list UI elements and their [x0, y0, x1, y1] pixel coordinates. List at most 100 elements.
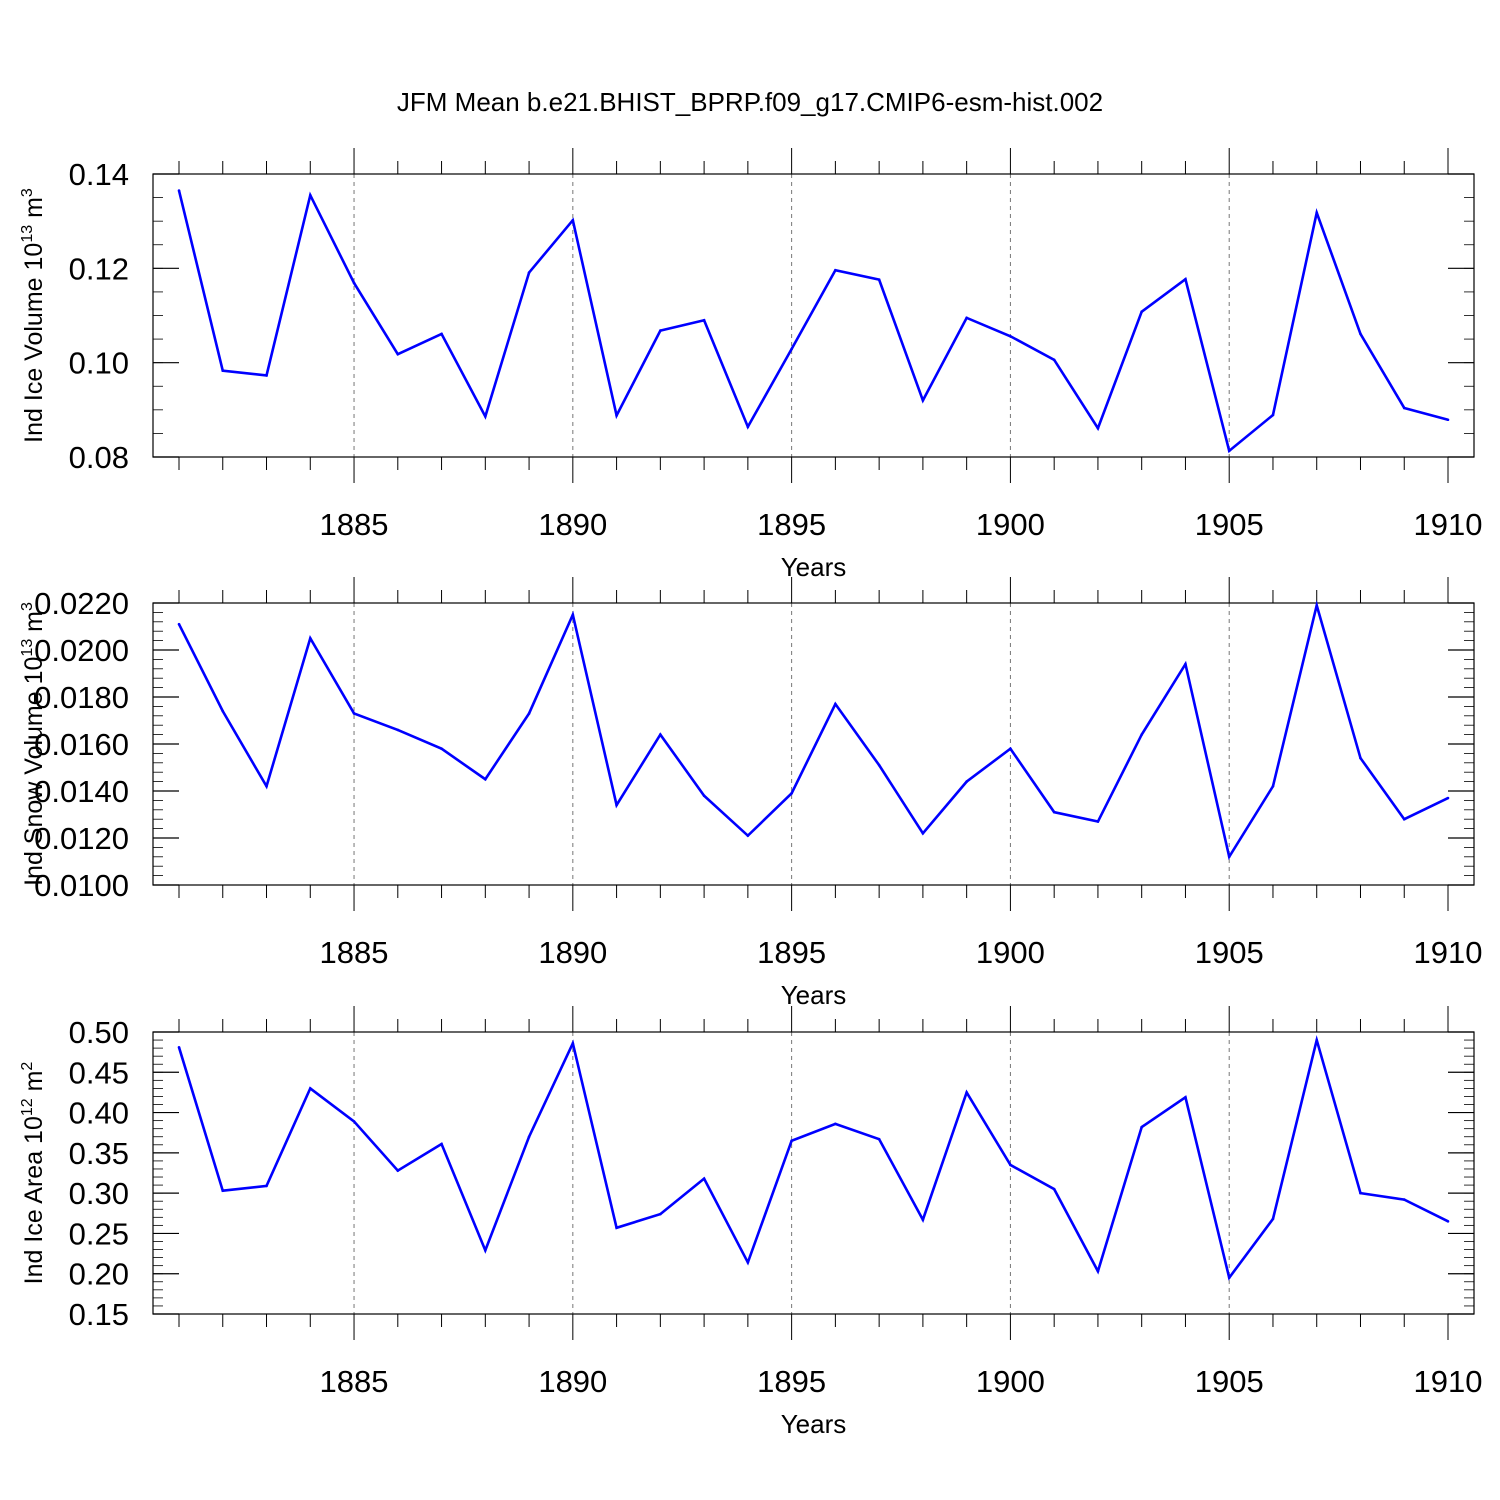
data-point [1271, 1217, 1275, 1221]
data-point [527, 271, 531, 274]
data-point [571, 218, 575, 222]
data-point [1227, 1276, 1231, 1280]
series-line [177, 1034, 1449, 1281]
data-point [440, 747, 443, 750]
data-point [1359, 756, 1362, 760]
x-tick-label: 1885 [320, 1364, 389, 1399]
y-axis-label-part: m [20, 611, 48, 639]
y-tick-label: 0.0200 [34, 633, 129, 668]
panel-3: 0.15 0.20 0.25 0.30 0.35 0.40 0.45 0.50 1885 1890… [19, 1006, 1482, 1439]
data-point [1009, 1163, 1012, 1167]
y-tick-label: 0.10 [69, 346, 129, 381]
y-tick-label: 0.15 [69, 1297, 129, 1332]
y-tick-label: 0.08 [69, 440, 129, 475]
data-point [1184, 662, 1187, 666]
x-tick-label: 1905 [1195, 1364, 1264, 1399]
y-axis-label-part: 13 [19, 225, 36, 243]
data-point [177, 622, 181, 626]
y-axis-label: Ind Ice Volume 1013 m3 [19, 188, 48, 443]
data-point [659, 733, 662, 736]
data-point [352, 281, 356, 285]
data-point [834, 268, 837, 272]
data-point [790, 347, 793, 351]
y-axis-label-part: 2 [19, 1062, 36, 1071]
plot-frame [152, 1031, 1475, 1315]
data-point [1402, 817, 1406, 821]
data-point [396, 352, 400, 356]
data-point [659, 1212, 662, 1216]
data-point [877, 1137, 881, 1141]
y-tick-label: 0.0100 [34, 868, 129, 903]
data-point [440, 1142, 443, 1146]
data-point [1140, 733, 1143, 736]
y-tick-label: 0.40 [69, 1096, 129, 1131]
x-axis-label: Years [781, 980, 847, 1010]
data-point [921, 1218, 925, 1222]
data-point [265, 374, 268, 377]
y-axis-label-part: 13 [19, 639, 36, 657]
y-axis-label-part: 3 [19, 188, 36, 197]
x-tick-label: 1905 [1195, 935, 1264, 970]
data-point [177, 189, 181, 192]
y-axis-label-part: Ind Ice Volume 10 [20, 243, 48, 443]
y-tick-label: 0.30 [69, 1176, 129, 1211]
data-point [834, 702, 837, 706]
data-point [308, 193, 312, 197]
data-point [308, 636, 312, 640]
data-point [615, 803, 618, 807]
data-point [221, 369, 225, 372]
data-point [834, 1122, 837, 1126]
plot-frame [152, 173, 1475, 458]
x-tick-label: 1885 [320, 935, 389, 970]
data-point [352, 712, 356, 715]
data-point [702, 318, 706, 322]
data-point [877, 278, 881, 281]
y-axis-label: Ind Ice Area 1012 m2 [19, 1062, 48, 1285]
y-axis-label-part: m [20, 197, 48, 225]
data-point [1359, 1191, 1362, 1195]
data-point [396, 728, 400, 732]
data-point [1315, 604, 1319, 607]
y-axis-label: Ind Snow Volume 1013 m3 [19, 602, 48, 886]
panel-1: 0.08 0.10 0.12 0.14 1885 1890 1895 1900 1905 1910… [19, 148, 1482, 582]
data-point [1052, 1187, 1056, 1191]
x-tick-label: 1890 [538, 935, 607, 970]
data-point [221, 1189, 225, 1193]
data-point [1359, 332, 1362, 336]
y-tick-label: 0.20 [69, 1257, 129, 1292]
x-tick-label: 1900 [976, 1364, 1045, 1399]
y-tick-label: 0.0140 [34, 774, 129, 809]
data-point [1140, 1125, 1143, 1129]
data-point [1315, 211, 1319, 214]
plot-frame [152, 602, 1475, 886]
data-point [1271, 413, 1275, 417]
data-point [659, 329, 662, 332]
data-point [746, 834, 750, 837]
data-point [1096, 1269, 1100, 1273]
data-point [877, 763, 881, 767]
data-point [746, 1261, 750, 1264]
x-tick-label: 1900 [976, 507, 1045, 542]
x-tick-label: 1905 [1195, 507, 1264, 542]
data-point [265, 785, 268, 788]
x-tick-label: 1910 [1414, 935, 1483, 970]
data-point [484, 1249, 487, 1252]
data-point [1009, 334, 1012, 338]
data-point [1009, 747, 1012, 750]
data-point [352, 1120, 356, 1123]
data-point [921, 399, 925, 402]
y-tick-label: 0.12 [69, 251, 129, 286]
data-point [1446, 796, 1450, 800]
data-point [1446, 1220, 1450, 1223]
y-axis-label-part: Ind Ice Area 10 [20, 1116, 48, 1284]
data-point [965, 1091, 968, 1094]
data-point [396, 1169, 400, 1172]
data-point [484, 415, 487, 418]
data-point [1315, 1038, 1319, 1042]
data-point [1052, 358, 1056, 362]
data-point [440, 332, 443, 336]
y-tick-label: 0.0180 [34, 680, 129, 715]
data-point [571, 613, 575, 617]
x-axis-label: Years [781, 1409, 847, 1439]
